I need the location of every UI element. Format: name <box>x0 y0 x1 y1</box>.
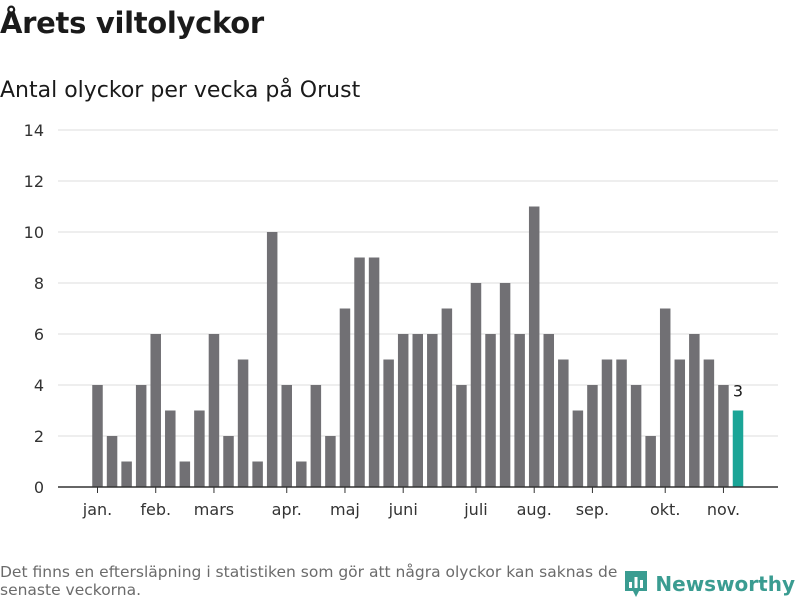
bar <box>456 385 467 487</box>
y-tick-label: 14 <box>24 121 44 140</box>
bar <box>703 359 715 487</box>
bar <box>689 334 700 487</box>
bars <box>92 206 744 487</box>
data-labels: 3 <box>733 382 743 401</box>
bar <box>266 232 278 487</box>
bar <box>179 461 191 487</box>
bar <box>543 334 555 487</box>
bar <box>339 308 351 487</box>
bar <box>150 334 161 487</box>
bar <box>558 359 569 487</box>
bar <box>499 283 511 487</box>
y-tick-label: 8 <box>34 274 44 293</box>
x-tick-label: juli <box>463 500 487 519</box>
x-tick-label: aug. <box>517 500 552 519</box>
x-tick-label: juni <box>388 500 418 519</box>
bar <box>296 461 307 487</box>
y-tick-label: 12 <box>24 172 44 191</box>
bar <box>514 334 525 487</box>
data-label: 3 <box>733 382 743 401</box>
bar <box>572 410 584 487</box>
brand-logo: Newsworthy <box>623 569 795 599</box>
y-tick-label: 6 <box>34 325 44 344</box>
bar <box>194 410 205 487</box>
bar <box>310 385 322 487</box>
bar <box>281 385 292 487</box>
y-axis-ticks: 0 2 4 6 8 10 12 14 <box>24 121 44 497</box>
bar <box>135 385 147 487</box>
x-axis: jan. feb. mars apr. maj juni juli aug. sep. okt. n… <box>58 486 778 519</box>
bar <box>441 308 453 487</box>
bar <box>354 257 365 487</box>
bar <box>630 385 642 487</box>
x-tick-label: feb. <box>140 500 171 519</box>
y-tick-label: 4 <box>34 376 44 395</box>
x-tick-label: mars <box>194 500 234 519</box>
bar <box>528 206 540 487</box>
y-tick-label: 2 <box>34 427 44 446</box>
x-tick-label: nov. <box>707 500 740 519</box>
x-tick-label: maj <box>330 500 360 519</box>
bar <box>674 359 686 487</box>
bar <box>485 334 496 487</box>
bar <box>223 436 234 487</box>
bar <box>397 334 409 487</box>
bar-chart: 0 2 4 6 8 10 12 14 jan. feb. mars apr. maj juni juli a… <box>24 121 778 519</box>
bar <box>718 385 729 487</box>
bar <box>237 359 249 487</box>
bar <box>165 410 176 487</box>
bar <box>645 436 656 487</box>
y-tick-label: 10 <box>24 223 44 242</box>
chart-subtitle: Antal olyckor per vecka på Orust <box>0 78 361 103</box>
x-tick-label: sep. <box>576 500 609 519</box>
bar <box>601 359 613 487</box>
x-tick-label: jan. <box>82 500 112 519</box>
x-tick-label: apr. <box>272 500 302 519</box>
bar-chart-logo-icon <box>625 571 648 597</box>
bar <box>325 436 336 487</box>
chart-title: Årets viltolyckor <box>0 6 264 40</box>
bar <box>252 461 263 487</box>
bar-highlight <box>732 410 744 487</box>
footnote: Det finns en eftersläpning i statistiken… <box>0 563 618 599</box>
bar <box>106 436 118 487</box>
bar <box>412 334 423 487</box>
bar <box>587 385 598 487</box>
bar <box>368 257 380 487</box>
brand-name: Newsworthy <box>655 572 795 596</box>
bar <box>427 334 438 487</box>
x-tick-label: okt. <box>650 500 680 519</box>
bar <box>616 359 627 487</box>
bar <box>121 461 132 487</box>
bar <box>383 359 394 487</box>
bar <box>92 385 103 487</box>
bar <box>470 283 482 487</box>
bar <box>659 308 671 487</box>
bar <box>208 334 220 487</box>
y-tick-label: 0 <box>34 478 44 497</box>
